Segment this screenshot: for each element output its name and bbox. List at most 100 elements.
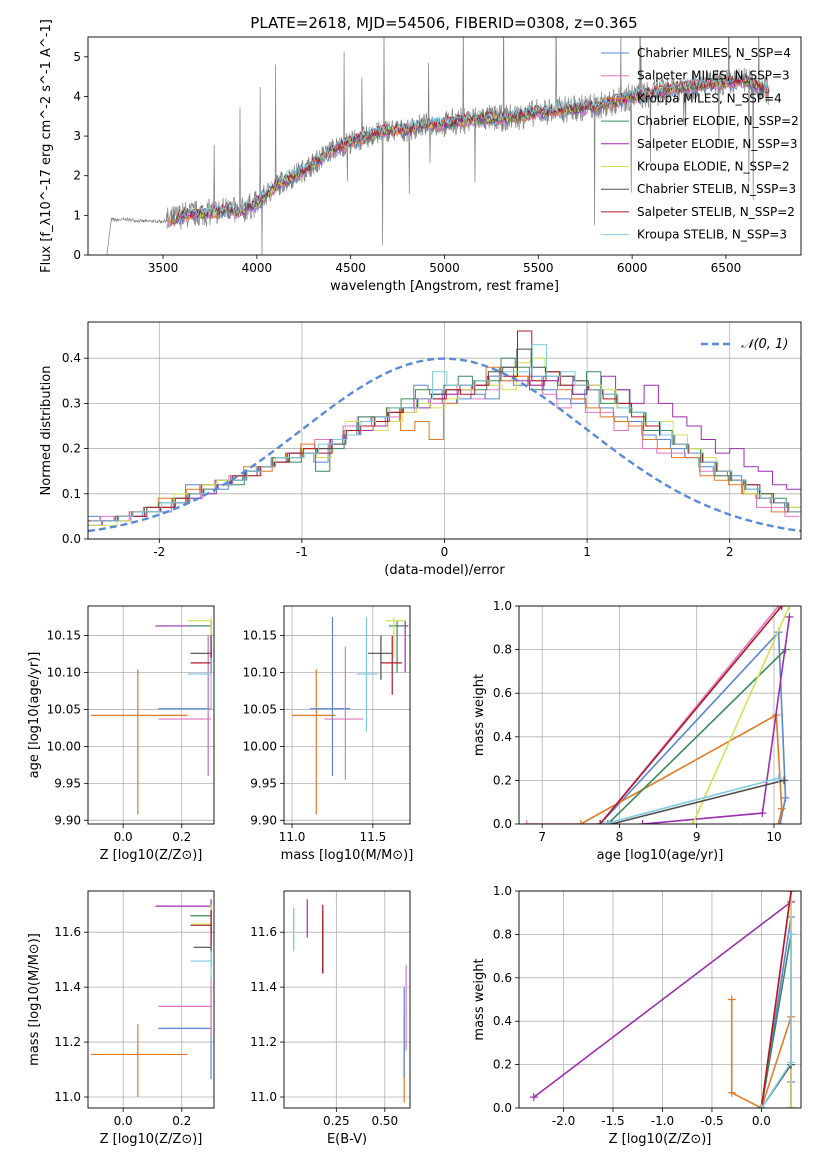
y-tick-label: 0.8	[493, 643, 512, 657]
weight-vs-Z-frame	[518, 890, 802, 1109]
model-line-8	[178, 72, 770, 219]
x-tick-label: 0.0	[114, 1114, 133, 1128]
x-tick-label: 8	[616, 830, 624, 844]
legend-label-3: Chabrier ELODIE, N_SSP=2	[637, 114, 799, 128]
weight-line-8	[603, 777, 779, 824]
normal-curve	[88, 357, 801, 533]
y-tick-label: 1.0	[493, 884, 512, 898]
x-tick-label: 5500	[523, 261, 554, 275]
y-tick-label: 10.15	[47, 629, 81, 643]
y-tick-label: 0.4	[493, 1014, 512, 1028]
y-tick-label: 0.0	[493, 1101, 512, 1115]
y-tick-label: 0.0	[62, 532, 81, 546]
y-tick-label: 0	[73, 248, 81, 262]
y-tick-label: 10.00	[243, 739, 277, 753]
x-tick-label: 0.0	[752, 1114, 771, 1128]
y-axis-label: mass [log10(M/M⊙)]	[27, 933, 42, 1066]
mass-vs-EBV-plot-area	[293, 899, 407, 1103]
spectrum-data-line	[106, 37, 770, 255]
legend-label-normal: 𝒩(0, 1)	[741, 337, 788, 352]
x-axis-label: wavelength [Angstrom, rest frame]	[330, 279, 559, 294]
weight-vs-age-panel: 7 8 9 10 0.0 0.2 0.4 0.6 0.8 1.0 age [log10(age/yr…	[472, 599, 802, 863]
y-tick-label: 1	[73, 208, 81, 222]
y-tick-label: 10.05	[243, 702, 277, 716]
y-axis-label: mass weight	[472, 958, 487, 1040]
residuals-plot-area	[88, 330, 801, 533]
x-tick-label: 1	[583, 545, 591, 559]
spectrum-frame	[87, 36, 802, 256]
weight-line-5	[692, 606, 791, 824]
x-axis-label: Z [log10(Z/Z⊙)]	[100, 1132, 203, 1147]
y-tick-label: 11.4	[250, 980, 277, 994]
x-tick-label: -1	[296, 545, 308, 559]
legend-label-8: Kroupa STELIB, N_SSP=3	[637, 228, 787, 242]
y-tick-label: 0.2	[493, 1058, 512, 1072]
y-tick-label: 0.6	[493, 686, 512, 700]
mass-vs-Z-panel: 0.0 0.2 11.0 11.2 11.4 11.6 Z [log10(Z/Z⊙)] mas…	[27, 890, 215, 1147]
legend-label-1: Salpeter MILES, N_SSP=3	[637, 69, 790, 83]
age-vs-Z-frame	[87, 605, 215, 825]
y-tick-label: 10.05	[47, 702, 81, 716]
age-vs-mass-plot-area	[292, 617, 409, 815]
x-axis-label: Z [log10(Z/Z⊙)]	[100, 848, 203, 863]
x-tick-label: 0.50	[371, 1114, 398, 1128]
y-tick-label: 3	[73, 129, 81, 143]
weight-vs-Z-panel: -2.0 -1.5 -1.0 -0.5 0.0 0.0 0.2 0.4 0.6 0.8 1.0 Z […	[472, 884, 802, 1147]
mass-vs-Z-plot-area	[90, 899, 212, 1098]
y-tick-label: 10.10	[47, 666, 81, 680]
y-tick-label: 10.00	[47, 739, 81, 753]
weight-line-3	[607, 649, 787, 824]
weight-vs-Z-plot-area	[529, 891, 796, 1108]
x-tick-label: 5000	[429, 261, 460, 275]
y-tick-label: 1.0	[493, 599, 512, 613]
x-axis-label: mass [log10(M/M⊙)]	[281, 848, 414, 863]
y-tick-label: 0.1	[62, 487, 81, 501]
weight-line-3	[760, 934, 792, 1108]
x-tick-label: 0.25	[323, 1114, 350, 1128]
x-axis-label: E(B-V)	[327, 1132, 367, 1147]
y-tick-label: 11.6	[54, 925, 81, 939]
spectrum-panel: 3500 4000 4500 5000 5500 6000 6500 0 1 2 3 4 5 wavele…	[39, 19, 802, 294]
y-tick-label: 0.6	[493, 971, 512, 985]
y-tick-label: 4	[73, 89, 81, 103]
x-tick-label: 3500	[148, 261, 179, 275]
age-vs-mass-frame	[283, 605, 411, 825]
mass-vs-EBV-frame	[283, 890, 411, 1109]
x-tick-label: -2.0	[552, 1114, 575, 1128]
x-tick-label: -1.0	[651, 1114, 674, 1128]
x-tick-label: 9	[693, 830, 701, 844]
histogram-4	[88, 375, 801, 526]
y-tick-label: 0.2	[493, 773, 512, 787]
x-tick-label: 0.0	[114, 830, 133, 844]
x-tick-label: -1.5	[601, 1114, 624, 1128]
residuals-panel: -2 -1 0 1 2 0.0 0.1 0.2 0.3 0.4 (data-model)/error…	[39, 321, 802, 578]
y-tick-label: 11.6	[250, 925, 277, 939]
weight-vs-age-plot-area	[522, 606, 794, 824]
y-tick-label: 5	[73, 50, 81, 64]
weight-line-0	[599, 630, 787, 824]
age-vs-Z-plot-area	[90, 617, 212, 815]
x-tick-label: 10	[766, 830, 781, 844]
x-tick-label: 6000	[617, 261, 648, 275]
y-tick-label: 2	[73, 169, 81, 183]
x-tick-label: 7	[538, 830, 546, 844]
weight-line-6	[611, 779, 785, 824]
legend-label-4: Salpeter ELODIE, N_SSP=3	[637, 137, 798, 151]
mass-vs-EBV-panel: 0.25 0.50 11.0 11.2 11.4 11.6 E(B-V)	[250, 890, 411, 1147]
x-axis-label: Z [log10(Z/Z⊙)]	[609, 1132, 712, 1147]
y-tick-label: 9.90	[54, 813, 81, 827]
histogram-8	[90, 344, 801, 522]
legend-label-0: Chabrier MILES, N_SSP=4	[637, 46, 791, 60]
x-tick-label: 4000	[242, 261, 273, 275]
legend-label-7: Salpeter STELIB, N_SSP=2	[637, 205, 795, 219]
weight-line-2	[580, 713, 783, 824]
x-tick-label: -2	[153, 545, 165, 559]
weight-line-7	[760, 891, 792, 1108]
y-tick-label: 11.0	[250, 1090, 277, 1104]
histogram-6	[89, 348, 801, 522]
y-tick-label: 0.4	[493, 730, 512, 744]
x-tick-label: 11.0	[279, 830, 306, 844]
figure-title: PLATE=2618, MJD=54506, FIBERID=0308, z=0…	[250, 14, 637, 32]
y-tick-label: 10.10	[243, 666, 277, 680]
